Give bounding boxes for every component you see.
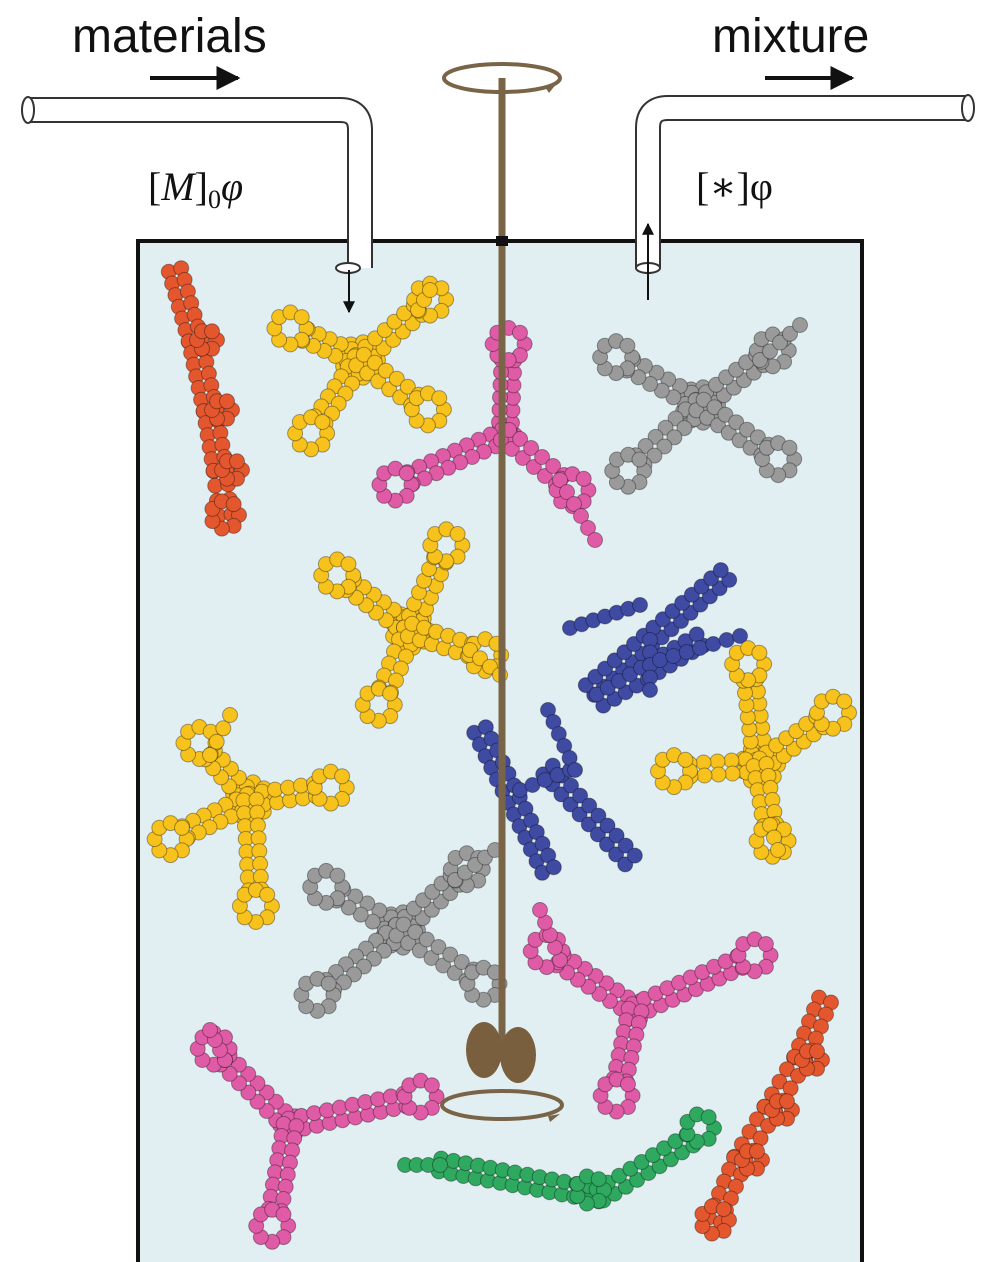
inlet-flow-close: ] — [195, 164, 208, 209]
outlet-title: mixture — [712, 10, 869, 63]
molecules-layer — [146, 260, 857, 1250]
inlet-flow-sub: 0 — [208, 185, 221, 214]
yellow-cross-molecule-4 — [146, 707, 355, 930]
inlet-flow-open: [ — [148, 164, 161, 209]
inlet-pipe — [21, 96, 373, 274]
yellow-cross-molecule-1 — [266, 275, 455, 458]
outlet-flow-label: [∗]φ — [696, 164, 773, 209]
pink-y-molecule-2 — [522, 902, 779, 1120]
inlet-flow-phi: φ — [221, 164, 243, 209]
stirrer-paddle-right — [500, 1027, 536, 1083]
pink-y-molecule-3 — [189, 1022, 445, 1250]
blue-h-molecule-2 — [466, 702, 643, 881]
stirrer-paddle-left — [466, 1022, 502, 1078]
red-strand-molecule-1 — [160, 260, 250, 537]
yellow-cross-molecule-3 — [650, 640, 857, 865]
gray-cross-molecule-2 — [293, 842, 508, 1019]
gray-cross-molecule-1 — [592, 317, 808, 495]
yellow-cross-molecule-2 — [313, 521, 510, 729]
inlet-title: materials — [72, 10, 267, 63]
inlet-flow-label: [M]0φ — [148, 164, 243, 214]
bottom-rotation-arrow — [440, 1089, 564, 1121]
red-strand-molecule-2 — [694, 989, 839, 1242]
stirrer — [440, 62, 564, 1122]
inlet-flow-var: M — [160, 164, 197, 209]
blue-h-molecule-1 — [562, 562, 748, 714]
green-strand-molecule-1 — [397, 1106, 722, 1212]
